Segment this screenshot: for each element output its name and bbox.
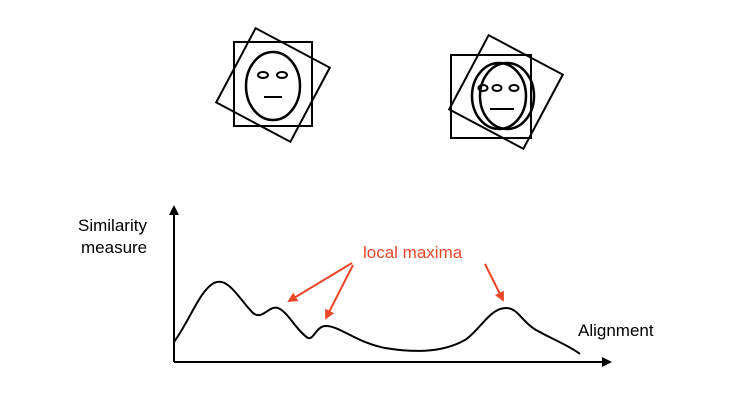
similarity-curve — [173, 280, 581, 355]
left-rotated-frame — [214, 26, 332, 144]
arrow-to-second-peak — [287, 262, 353, 303]
left-face-pair — [214, 26, 332, 144]
right-face-eye-2 — [491, 84, 503, 92]
left-face-outline — [244, 50, 302, 122]
right-face-overlay — [470, 61, 536, 131]
right-face-outline-b — [478, 61, 536, 131]
y-axis-label-line1: Similarity — [78, 216, 147, 235]
left-face-left-eye — [257, 71, 269, 79]
right-rotated-frame — [447, 33, 565, 151]
right-face-eye-1 — [477, 84, 489, 92]
right-face-pair — [447, 33, 565, 151]
right-face-outline-a — [470, 61, 528, 131]
left-face-right-eye — [276, 71, 288, 79]
local-maxima-label: local maxima — [363, 243, 463, 262]
x-axis-label: Alignment — [578, 321, 654, 340]
arrow-to-third-peak — [325, 264, 354, 320]
right-face-eye-3 — [508, 84, 520, 92]
right-reference-frame — [450, 54, 532, 139]
left-face — [244, 50, 302, 122]
y-axis-label-line2: measure — [81, 238, 147, 257]
left-reference-frame — [233, 41, 313, 127]
arrow-to-right-peak — [484, 263, 504, 302]
